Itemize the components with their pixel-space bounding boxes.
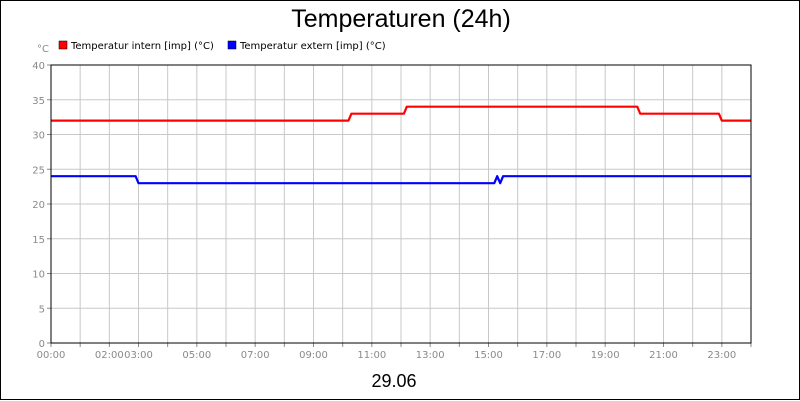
grid [51,65,751,343]
y-axis-unit-label: °C [37,44,49,55]
x-axis-date-label: 29.06 [371,371,416,391]
series-line-intern [51,105,751,122]
x-tick-label: 13:00 [416,350,445,361]
x-tick-label: 09:00 [299,350,328,361]
x-tick-label: 03:00 [124,350,153,361]
y-axis-ticks: 0 5 10 15 20 25 30 35 40 [32,61,51,350]
y-tick-label: 25 [32,165,45,176]
x-tick-label: 19:00 [591,350,620,361]
y-tick-label: 10 [32,270,45,281]
x-tick-label: 02:00 [95,350,124,361]
x-tick-label: 11:00 [357,350,386,361]
y-tick-label: 0 [39,339,45,350]
y-tick-label: 40 [32,61,45,72]
legend-swatch [58,40,68,50]
series-line-extern [51,175,751,185]
x-tick-label: 23:00 [707,350,736,361]
x-axis-ticks: 00:00 02:00 03:00 05:00 07:00 09:00 11:00 13:00… [37,343,752,361]
x-tick-label: 17:00 [532,350,561,361]
legend-label: Temperatur extern [imp] (°C) [239,41,386,52]
y-tick-label: 35 [32,96,45,107]
x-tick-label: 00:00 [37,350,66,361]
x-tick-label: 05:00 [182,350,211,361]
x-tick-label: 07:00 [241,350,270,361]
legend-label: Temperatur intern [imp] (°C) [70,41,214,52]
plot-area-border [50,64,752,344]
y-tick-label: 15 [32,235,45,246]
series-lines [51,105,751,185]
y-tick-label: 30 [32,131,45,142]
legend-swatch [227,40,237,50]
x-tick-label: 21:00 [649,350,678,361]
y-tick-label: 5 [39,304,45,315]
x-tick-label: 15:00 [474,350,503,361]
legend: Temperatur intern [imp] (°C) Temperatur e… [58,40,386,52]
y-tick-label: 20 [32,200,45,211]
chart-title: Temperaturen (24h) [291,5,511,33]
